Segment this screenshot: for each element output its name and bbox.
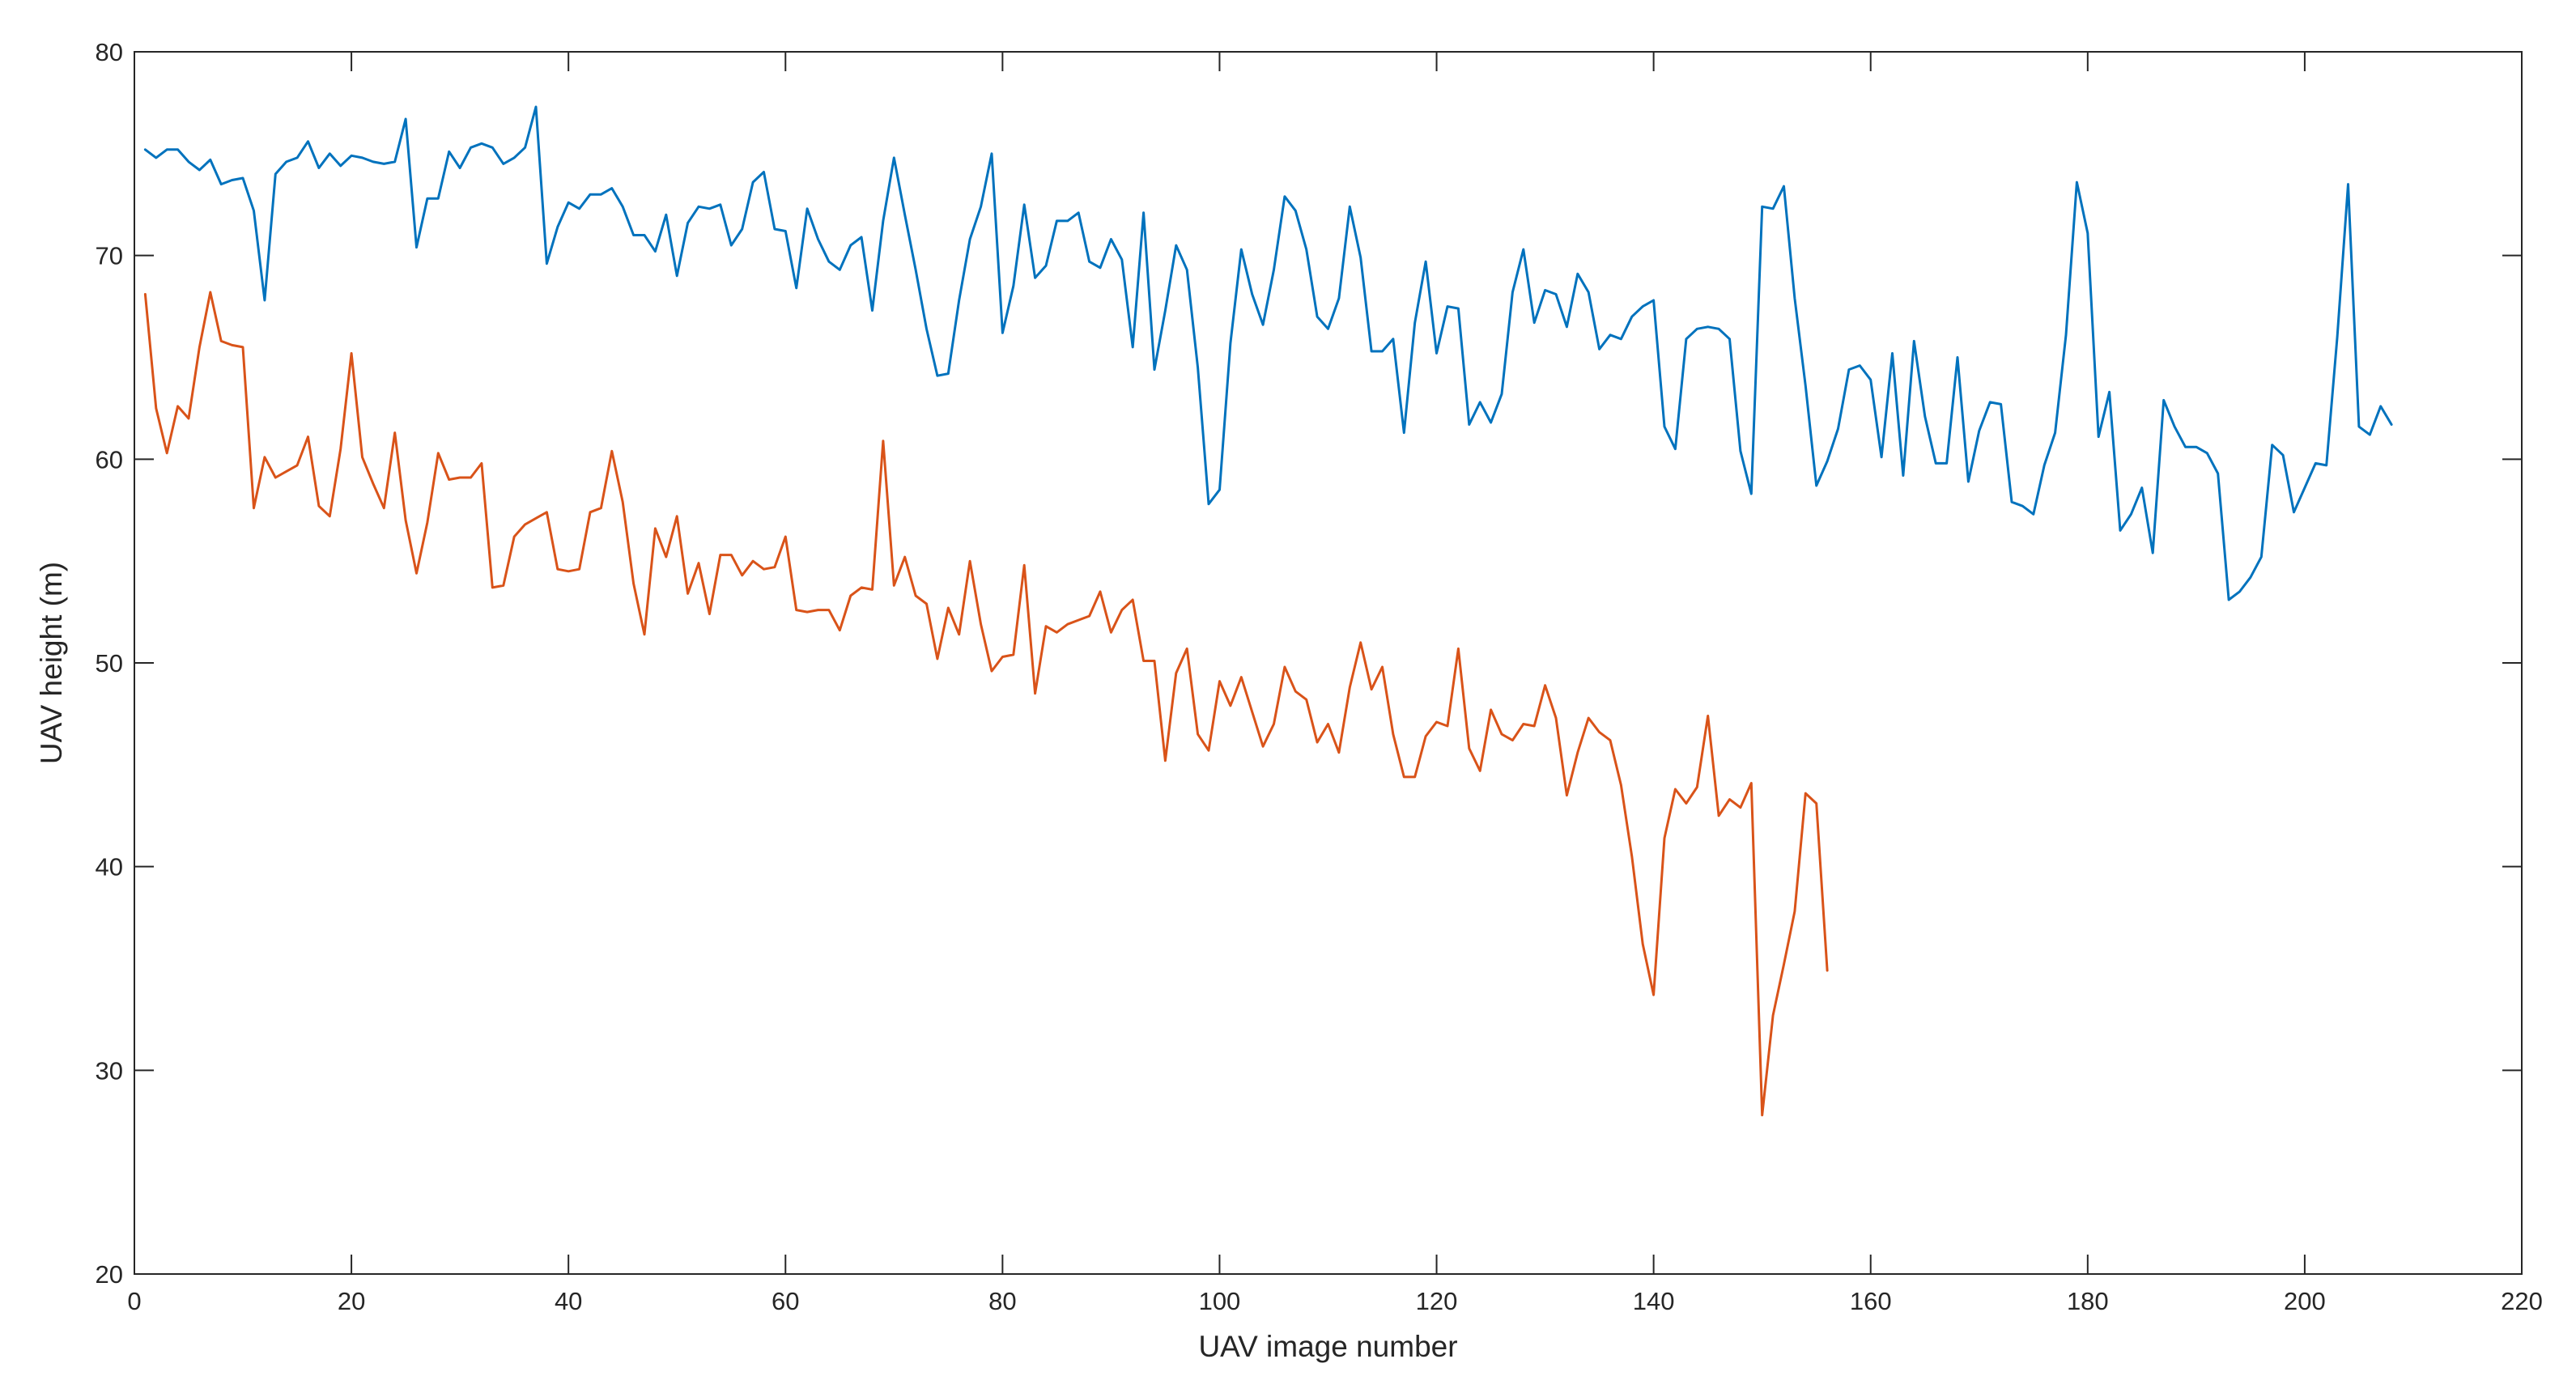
y-axis-title: UAV height (m)	[35, 562, 68, 764]
y-tick-label: 20	[96, 1260, 123, 1289]
y-tick-label: 40	[96, 853, 123, 881]
x-tick-label: 180	[2067, 1287, 2109, 1315]
x-tick-label: 120	[1416, 1287, 1458, 1315]
y-tick-label: 80	[96, 38, 123, 66]
x-tick-label: 160	[1850, 1287, 1892, 1315]
y-axis-ticks: 20 30 40 50 60 70 80	[96, 38, 2522, 1289]
series-2-line	[143, 291, 1829, 1117]
x-tick-label: 80	[988, 1287, 1016, 1315]
x-axis-ticks: 0 20 40 60 80 100 120 140 160 180 200 220	[127, 52, 2543, 1315]
x-tick-label: 40	[555, 1287, 582, 1315]
series-1-line	[143, 105, 2393, 601]
x-tick-label: 60	[772, 1287, 799, 1315]
x-tick-label: 200	[2284, 1287, 2326, 1315]
plot-area-frame	[134, 51, 2523, 1275]
series-layer	[143, 105, 2393, 1117]
x-tick-label: 100	[1199, 1287, 1241, 1315]
x-tick-label: 220	[2501, 1287, 2543, 1315]
y-tick-label: 60	[96, 445, 123, 474]
x-tick-label: 20	[338, 1287, 365, 1315]
x-tick-label: 140	[1633, 1287, 1675, 1315]
y-tick-label: 70	[96, 242, 123, 270]
x-tick-label: 0	[127, 1287, 141, 1315]
y-tick-label: 30	[96, 1056, 123, 1085]
x-axis-title: UAV image number	[1198, 1330, 1457, 1363]
y-tick-label: 50	[96, 649, 123, 677]
